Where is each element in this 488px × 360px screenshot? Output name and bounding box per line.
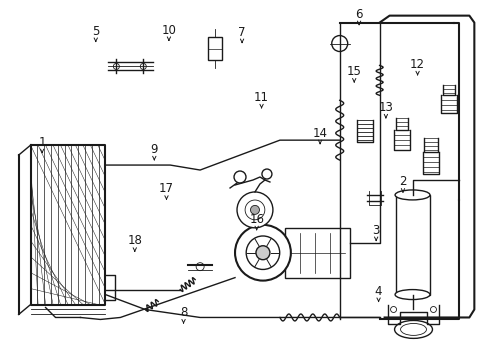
Circle shape (331, 36, 347, 51)
Circle shape (235, 225, 290, 280)
Text: 15: 15 (346, 65, 361, 78)
Circle shape (245, 236, 279, 269)
Text: 7: 7 (238, 26, 245, 39)
Circle shape (262, 169, 271, 179)
Text: 14: 14 (312, 127, 327, 140)
Text: 1: 1 (39, 136, 46, 149)
Text: 2: 2 (398, 175, 406, 188)
Text: 5: 5 (92, 25, 99, 38)
Circle shape (113, 63, 119, 69)
Circle shape (390, 306, 396, 312)
Text: 4: 4 (374, 285, 382, 298)
Circle shape (196, 263, 203, 271)
Circle shape (234, 171, 245, 183)
Ellipse shape (400, 323, 426, 336)
Text: 17: 17 (159, 183, 174, 195)
Text: 6: 6 (355, 8, 362, 21)
Circle shape (140, 63, 146, 69)
Circle shape (429, 306, 436, 312)
Circle shape (244, 200, 264, 220)
Ellipse shape (394, 320, 431, 338)
Text: 12: 12 (409, 58, 424, 71)
Text: 11: 11 (254, 91, 268, 104)
Ellipse shape (394, 289, 429, 300)
Text: 10: 10 (161, 24, 176, 37)
Bar (285, 228, 349, 278)
Text: 13: 13 (378, 101, 392, 114)
Text: 16: 16 (249, 213, 264, 226)
Text: 18: 18 (127, 234, 142, 247)
Ellipse shape (394, 190, 429, 200)
Bar (208, 37, 222, 60)
Text: 3: 3 (372, 224, 379, 237)
Circle shape (237, 192, 272, 228)
Circle shape (250, 206, 259, 214)
Bar (395, 195, 429, 294)
Text: 8: 8 (180, 306, 187, 319)
Text: 9: 9 (150, 143, 158, 156)
Circle shape (255, 246, 269, 260)
